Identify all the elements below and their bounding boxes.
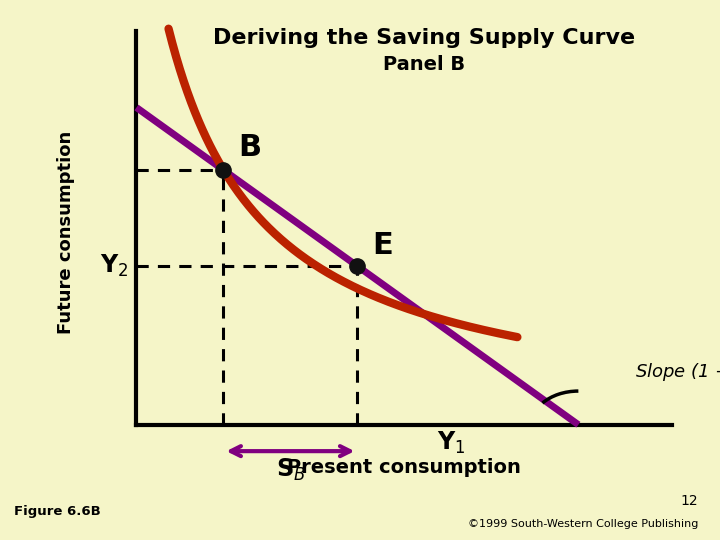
Text: Y$_1$: Y$_1$: [437, 430, 465, 456]
Text: Slope (1 + $r_B$): Slope (1 + $r_B$): [635, 361, 720, 383]
Text: Present consumption: Present consumption: [287, 458, 521, 477]
Text: Deriving the Saving Supply Curve: Deriving the Saving Supply Curve: [213, 28, 636, 48]
Text: S$_B$: S$_B$: [276, 456, 305, 483]
Text: Future consumption: Future consumption: [57, 131, 75, 334]
Text: E: E: [372, 231, 393, 260]
Text: ©1999 South-Western College Publishing: ©1999 South-Western College Publishing: [468, 519, 698, 529]
Text: Figure 6.6B: Figure 6.6B: [14, 505, 101, 518]
Text: Panel B: Panel B: [383, 55, 465, 74]
Text: Y$_2$: Y$_2$: [100, 253, 128, 279]
Text: B: B: [238, 133, 261, 161]
Text: 12: 12: [681, 494, 698, 508]
